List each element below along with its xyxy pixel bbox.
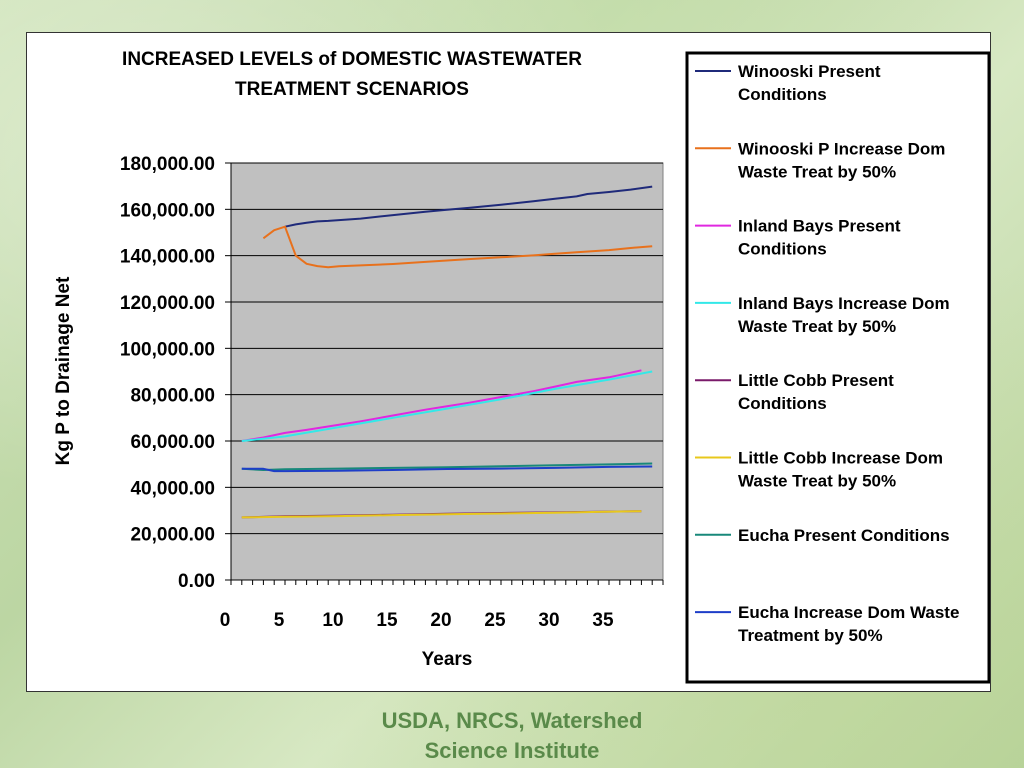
y-tick-label: 20,000.00: [130, 525, 215, 546]
y-axis-label: Kg P to Drainage Net: [53, 276, 74, 465]
series-line-2: [262, 225, 653, 269]
legend-label: Eucha Present Conditions: [738, 526, 950, 545]
y-tick-label: 60,000.00: [130, 432, 215, 453]
legend-label: Winooski Present: [738, 62, 881, 81]
y-tick-label: 160,000.00: [120, 200, 215, 221]
footer-line-1: USDA, NRCS, Watershed: [381, 708, 643, 733]
x-axis-label: Years: [422, 649, 473, 670]
series-line-3: [241, 369, 642, 442]
legend-label: Little Cobb Increase Dom: [738, 449, 943, 468]
gridlines: [231, 162, 663, 535]
series-line-7: [241, 462, 653, 471]
chart-title: INCREASED LEVELS of DOMESTIC WASTEWATER T…: [122, 49, 582, 100]
legend-label: Inland Bays Present: [738, 217, 901, 236]
x-tick-label: 0: [220, 610, 231, 631]
legend-label: Conditions: [738, 85, 827, 104]
series-line-1: [284, 185, 653, 228]
x-tick-label: 20: [430, 610, 451, 631]
y-tick-label: 180,000.00: [120, 154, 215, 175]
series-line-6: [241, 510, 642, 519]
legend-label: Treatment by 50%: [738, 626, 883, 645]
legend-label: Waste Treat by 50%: [738, 162, 896, 181]
x-tick-label: 15: [376, 610, 398, 631]
series-line-4: [241, 370, 653, 442]
axes: 0.00 20,000.00 40,000.00 60,000.00 80,000.00…: [120, 154, 664, 631]
x-tick-label: 5: [274, 610, 285, 631]
plot-area: [230, 162, 664, 581]
legend-label: Winooski P Increase Dom: [738, 139, 945, 158]
legend: [685, 51, 990, 684]
legend-label: Conditions: [738, 240, 827, 259]
legend-label: Waste Treat by 50%: [738, 317, 896, 336]
x-tick-label: 35: [592, 610, 614, 631]
footer-line-2: Science Institute: [424, 738, 600, 763]
chart-svg: INCREASED LEVELS of DOMESTIC WASTEWATER T…: [53, 49, 990, 684]
legend-label: Conditions: [738, 394, 827, 413]
chart-title-line: INCREASED LEVELS of DOMESTIC WASTEWATER: [122, 49, 582, 70]
x-tick-label: 25: [484, 610, 506, 631]
x-tick-label: 30: [538, 610, 559, 631]
legend-label: Waste Treat by 50%: [738, 472, 896, 491]
y-tick-label: 120,000.00: [120, 293, 215, 314]
legend-label: Little Cobb Present: [738, 371, 894, 390]
y-tick-label: 140,000.00: [120, 247, 215, 268]
y-tick-label: 0.00: [178, 571, 215, 592]
chart-title-line: TREATMENT SCENARIOS: [235, 79, 469, 100]
chart-frame: INCREASED LEVELS of DOMESTIC WASTEWATER T…: [26, 32, 991, 692]
y-tick-label: 40,000.00: [130, 478, 215, 499]
y-tick-label: 80,000.00: [130, 386, 215, 407]
legend-label: Eucha Increase Dom Waste: [738, 603, 959, 622]
x-tick-label: 10: [322, 610, 343, 631]
footer-credit: USDA, NRCS, Watershed Science Institute: [330, 706, 694, 766]
y-tick-label: 100,000.00: [120, 339, 215, 360]
legend-label: Inland Bays Increase Dom: [738, 294, 950, 313]
legend-entries: Winooski Present Conditions Winooski P Inc…: [695, 62, 959, 645]
series-lines: [241, 185, 653, 519]
series-line-8: [241, 465, 653, 473]
